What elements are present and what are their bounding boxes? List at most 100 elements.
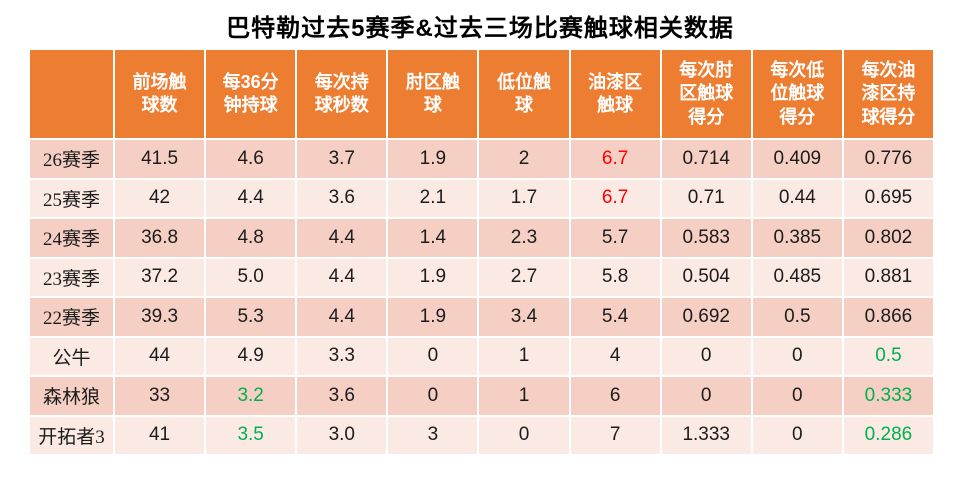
data-cell: 0 bbox=[386, 375, 480, 417]
row-label: 开拓者3 bbox=[28, 414, 115, 456]
data-cell: 2.7 bbox=[477, 256, 571, 298]
row-label: 25赛季 bbox=[28, 177, 115, 219]
table-body: 26赛季 41.5 4.6 3.7 1.9 2 6.7 0.714 0.409 0.776 25赛季… bbox=[28, 138, 936, 456]
data-cell: 0.333 bbox=[841, 375, 936, 417]
data-cell: 5.4 bbox=[568, 296, 662, 338]
data-cell: 39.3 bbox=[112, 296, 207, 338]
data-cell: 3.7 bbox=[295, 138, 389, 180]
data-cell: 42 bbox=[112, 177, 207, 219]
data-cell: 4.4 bbox=[295, 296, 389, 338]
data-cell: 6.7 bbox=[568, 177, 662, 219]
data-cell: 7 bbox=[568, 414, 662, 456]
data-cell: 0.866 bbox=[841, 296, 936, 338]
data-cell: 37.2 bbox=[112, 256, 207, 298]
data-cell: 0.385 bbox=[750, 217, 844, 259]
data-cell: 0.583 bbox=[659, 217, 753, 259]
data-cell: 0.409 bbox=[750, 138, 844, 180]
data-cell: 44 bbox=[112, 335, 207, 377]
data-cell: 36.8 bbox=[112, 217, 207, 259]
data-cell: 1.9 bbox=[386, 256, 480, 298]
row-label: 森林狼 bbox=[28, 375, 115, 417]
row-label: 24赛季 bbox=[28, 217, 115, 259]
data-cell: 41 bbox=[112, 414, 207, 456]
table-row: 25赛季 42 4.4 3.6 2.1 1.7 6.7 0.71 0.44 0.695 bbox=[28, 177, 936, 219]
header-cell: 油漆区 触球 bbox=[568, 48, 662, 140]
data-cell: 0.286 bbox=[841, 414, 936, 456]
data-cell: 3.0 bbox=[295, 414, 389, 456]
data-cell: 1.333 bbox=[659, 414, 753, 456]
data-cell: 3 bbox=[386, 414, 480, 456]
data-cell: 4.8 bbox=[204, 217, 298, 259]
data-cell: 2.3 bbox=[477, 217, 571, 259]
header-row: 前场触 球数 每36分 钟持球 每次持 球秒数 肘区触 球低位触 球油漆区 触球 每次肘… bbox=[28, 48, 936, 140]
data-cell: 1.4 bbox=[386, 217, 480, 259]
data-cell: 4.4 bbox=[295, 256, 389, 298]
data-cell: 2.1 bbox=[386, 177, 480, 219]
data-cell: 5.8 bbox=[568, 256, 662, 298]
page-title: 巴特勒过去5赛季&过去三场比赛触球相关数据 bbox=[226, 15, 734, 42]
data-cell: 4.4 bbox=[204, 177, 298, 219]
header-cell: 每次持 球秒数 bbox=[295, 48, 389, 140]
data-cell: 4.4 bbox=[295, 217, 389, 259]
data-cell: 0.5 bbox=[750, 296, 844, 338]
data-cell: 3.2 bbox=[204, 375, 298, 417]
data-cell: 2 bbox=[477, 138, 571, 180]
header-cell: 低位触 球 bbox=[477, 48, 571, 140]
data-cell: 0.692 bbox=[659, 296, 753, 338]
header-cell: 肘区触 球 bbox=[386, 48, 480, 140]
table-row: 22赛季 39.3 5.3 4.4 1.9 3.4 5.4 0.692 0.5 0.866 bbox=[28, 296, 936, 338]
table-row: 森林狼 33 3.2 3.6 0 1 6 0 0 0.333 bbox=[28, 375, 936, 417]
table-row: 26赛季 41.5 4.6 3.7 1.9 2 6.7 0.714 0.409 0.776 bbox=[28, 138, 936, 180]
header-cell-empty bbox=[28, 48, 115, 140]
data-cell: 0.776 bbox=[841, 138, 936, 180]
row-label: 公牛 bbox=[28, 335, 115, 377]
data-cell: 3.3 bbox=[295, 335, 389, 377]
table-row: 公牛 44 4.9 3.3 0 1 4 0 0 0.5 bbox=[28, 335, 936, 377]
table-row: 开拓者3 41 3.5 3.0 3 0 7 1.333 0 0.286 bbox=[28, 414, 936, 456]
data-cell: 0.44 bbox=[750, 177, 844, 219]
data-cell: 41.5 bbox=[112, 138, 207, 180]
data-cell: 3.6 bbox=[295, 177, 389, 219]
data-cell: 3.6 bbox=[295, 375, 389, 417]
data-cell: 0 bbox=[750, 414, 844, 456]
data-cell: 0.504 bbox=[659, 256, 753, 298]
header-cell: 每次肘 区触球 得分 bbox=[659, 48, 753, 140]
data-cell: 0 bbox=[750, 375, 844, 417]
row-label: 22赛季 bbox=[28, 296, 115, 338]
header-cell: 每次低 位触球 得分 bbox=[750, 48, 844, 140]
row-label: 23赛季 bbox=[28, 256, 115, 298]
data-cell: 3.4 bbox=[477, 296, 571, 338]
data-cell: 33 bbox=[112, 375, 207, 417]
header-cell: 前场触 球数 bbox=[112, 48, 207, 140]
data-cell: 6 bbox=[568, 375, 662, 417]
data-cell: 0 bbox=[750, 335, 844, 377]
header-cell: 每次油 漆区持 球得分 bbox=[841, 48, 936, 140]
data-cell: 0.71 bbox=[659, 177, 753, 219]
data-cell: 0 bbox=[477, 414, 571, 456]
data-cell: 4.6 bbox=[204, 138, 298, 180]
data-cell: 0.802 bbox=[841, 217, 936, 259]
table-row: 24赛季 36.8 4.8 4.4 1.4 2.3 5.7 0.583 0.385 0.802 bbox=[28, 217, 936, 259]
data-cell: 1 bbox=[477, 335, 571, 377]
data-cell: 1.9 bbox=[386, 296, 480, 338]
data-cell: 0.695 bbox=[841, 177, 936, 219]
data-cell: 0.5 bbox=[841, 335, 936, 377]
data-cell: 0 bbox=[386, 335, 480, 377]
data-cell: 0.881 bbox=[841, 256, 936, 298]
data-cell: 5.3 bbox=[204, 296, 298, 338]
data-cell: 3.5 bbox=[204, 414, 298, 456]
table-header: 前场触 球数 每36分 钟持球 每次持 球秒数 肘区触 球低位触 球油漆区 触球 每次肘… bbox=[28, 48, 936, 140]
header-cell: 每36分 钟持球 bbox=[204, 48, 298, 140]
data-cell: 0.714 bbox=[659, 138, 753, 180]
data-cell: 0 bbox=[659, 375, 753, 417]
data-cell: 1.9 bbox=[386, 138, 480, 180]
data-cell: 4 bbox=[568, 335, 662, 377]
data-cell: 5.7 bbox=[568, 217, 662, 259]
data-cell: 5.0 bbox=[204, 256, 298, 298]
data-cell: 6.7 bbox=[568, 138, 662, 180]
stats-table: 前场触 球数 每36分 钟持球 每次持 球秒数 肘区触 球低位触 球油漆区 触球 每次肘… bbox=[28, 48, 936, 456]
data-cell: 0.485 bbox=[750, 256, 844, 298]
row-label: 26赛季 bbox=[28, 138, 115, 180]
table-row: 23赛季 37.2 5.0 4.4 1.9 2.7 5.8 0.504 0.485 0.881 bbox=[28, 256, 936, 298]
data-cell: 1.7 bbox=[477, 177, 571, 219]
